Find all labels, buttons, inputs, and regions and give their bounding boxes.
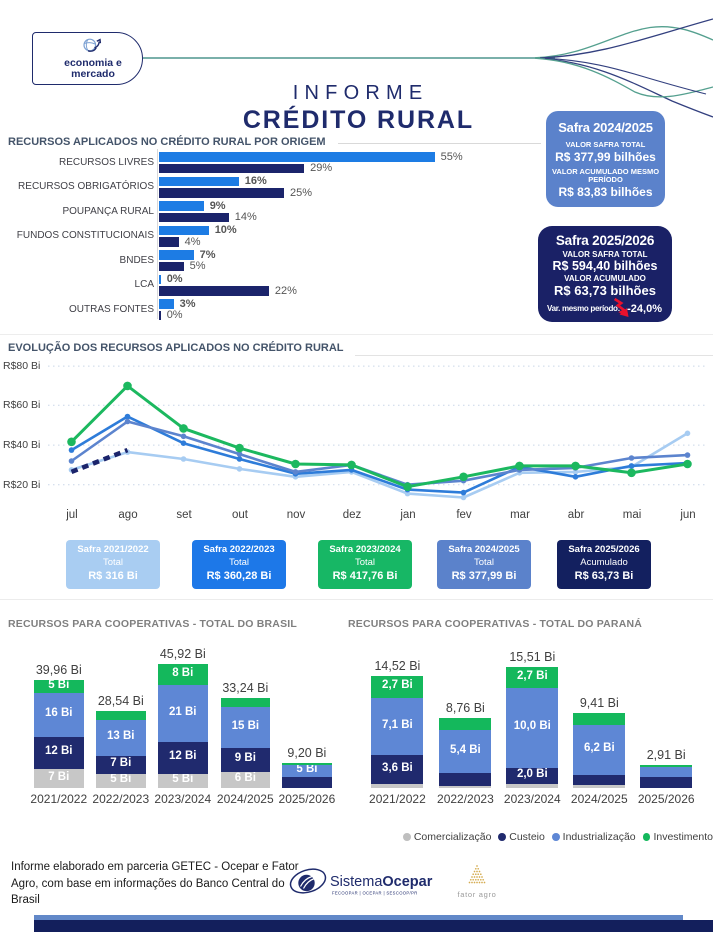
- svg-text:SistemaOcepar: SistemaOcepar: [330, 874, 433, 890]
- svg-text:FECOOPAR | OCEPAR | SESCOOP/PR: FECOOPAR | OCEPAR | SESCOOP/PR: [332, 891, 418, 896]
